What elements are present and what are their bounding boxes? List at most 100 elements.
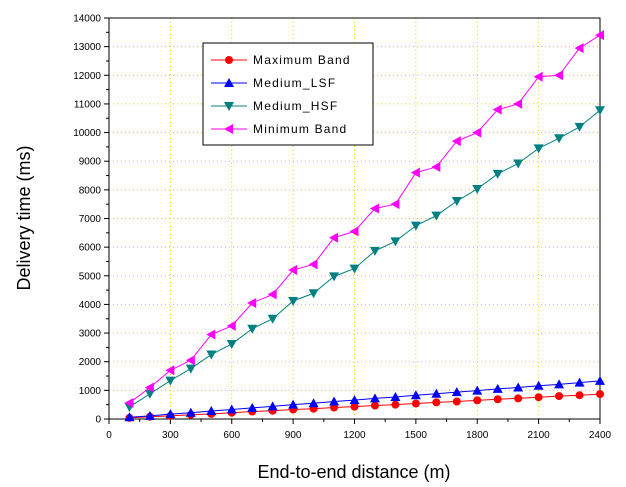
data-point-maximum-band [555,392,564,401]
data-point-maximum-band [473,396,482,405]
legend-marker-minimum-band [224,124,233,134]
data-point-maximum-band [330,403,339,412]
data-point-medium-hsf [431,211,442,221]
y-axis-title: Delivery time (ms) [14,145,34,290]
legend: Maximum Band Medium_LSF Medium_HSF Minimum … [202,42,374,146]
data-point-medium-lsf [369,393,380,403]
y-tick-label: 5000 [79,271,102,282]
data-point-medium-hsf [165,376,176,386]
data-point-maximum-band [350,402,359,411]
data-point-medium-hsf [369,246,380,256]
y-tick-label: 7000 [79,214,102,225]
x-tick-label: 1800 [466,430,489,441]
axes: 0 300 600 900 1200 1500 1800 2100 2400 0 1000 2000 3… [73,14,611,442]
data-point-medium-hsf [533,144,544,154]
x-tick-label: 300 [162,430,179,441]
data-point-minimum-band [451,136,461,147]
data-point-medium-hsf [185,364,196,374]
data-point-medium-hsf [288,296,299,306]
data-point-medium-hsf [451,197,462,207]
data-point-medium-lsf [288,399,299,409]
data-point-minimum-band [308,259,318,270]
data-point-maximum-band [596,390,604,399]
data-point-medium-lsf [513,382,524,392]
series-layer [124,30,605,422]
data-point-medium-hsf [554,134,565,144]
data-point-medium-lsf [226,404,237,414]
data-point-minimum-band [472,127,482,138]
data-point-medium-hsf [329,272,340,282]
y-tick-label: 2000 [79,357,102,368]
data-point-minimum-band [226,320,236,331]
y-tick-label: 0 [95,415,101,426]
series-medium-lsf [124,375,605,422]
x-tick-label: 900 [285,430,302,441]
x-tick-label: 1500 [405,430,428,441]
data-point-medium-lsf [574,377,585,387]
y-tick-label: 10000 [73,128,101,139]
data-point-maximum-band [514,394,523,403]
data-point-medium-hsf [206,350,217,360]
data-point-medium-hsf [472,184,483,194]
data-point-medium-lsf [451,387,462,397]
data-point-maximum-band [411,399,420,408]
y-tick-label: 13000 [73,42,101,53]
data-point-medium-lsf [349,395,360,405]
data-point-minimum-band [247,297,257,308]
data-point-medium-lsf [165,409,176,419]
data-point-medium-lsf [124,412,135,422]
data-point-minimum-band [267,289,277,300]
data-point-medium-lsf [329,396,340,406]
legend-label-minimum-band: Minimum Band [253,122,347,136]
legend-marker-medium-lsf [224,78,234,87]
x-tick-label: 600 [223,430,240,441]
x-tick-label: 0 [106,430,112,441]
data-point-medium-lsf [267,401,278,411]
y-tick-label: 3000 [79,329,102,340]
legend-label-maximum-band: Maximum Band [253,53,351,67]
data-point-minimum-band [431,161,441,172]
data-point-minimum-band [185,355,195,366]
data-point-medium-hsf [308,289,319,299]
data-point-minimum-band [492,104,502,115]
x-tick-label: 2400 [589,430,612,441]
x-tick-label: 1200 [343,430,366,441]
data-point-medium-lsf [472,385,483,395]
data-point-maximum-band [432,398,441,407]
data-point-medium-lsf [247,402,258,412]
legend-label-medium-hsf: Medium_HSF [253,99,338,113]
data-point-medium-hsf [267,314,278,324]
data-point-medium-lsf [410,390,421,400]
data-point-minimum-band [533,71,543,82]
data-point-medium-hsf [226,339,237,349]
series-minimum-band [124,30,604,408]
data-point-minimum-band [595,30,604,41]
data-point-medium-hsf [410,221,421,231]
data-point-maximum-band [575,391,584,400]
data-point-medium-lsf [185,407,196,417]
grid [109,18,600,419]
data-point-maximum-band [452,397,461,406]
data-point-medium-hsf [513,159,524,169]
data-point-minimum-band [329,232,339,243]
data-point-minimum-band [288,265,298,276]
data-point-minimum-band [369,203,379,214]
data-point-medium-hsf [349,264,360,274]
data-point-minimum-band [513,98,523,109]
data-point-medium-hsf [492,169,503,179]
series-line-medium-lsf [129,380,601,418]
data-point-medium-lsf [308,398,319,408]
data-point-minimum-band [410,167,420,178]
y-tick-label: 12000 [73,71,101,82]
data-point-medium-lsf [390,391,401,401]
y-tick-label: 9000 [79,157,102,168]
data-point-minimum-band [206,329,216,340]
data-point-medium-lsf [144,410,155,420]
x-axis-title: End-to-end distance (m) [257,462,450,482]
y-tick-label: 8000 [79,185,102,196]
y-tick-label: 4000 [79,300,102,311]
data-point-medium-lsf [206,405,217,415]
data-point-medium-lsf [431,388,442,398]
legend-label-medium-lsf: Medium_LSF [253,76,336,90]
data-point-minimum-band [165,365,175,376]
